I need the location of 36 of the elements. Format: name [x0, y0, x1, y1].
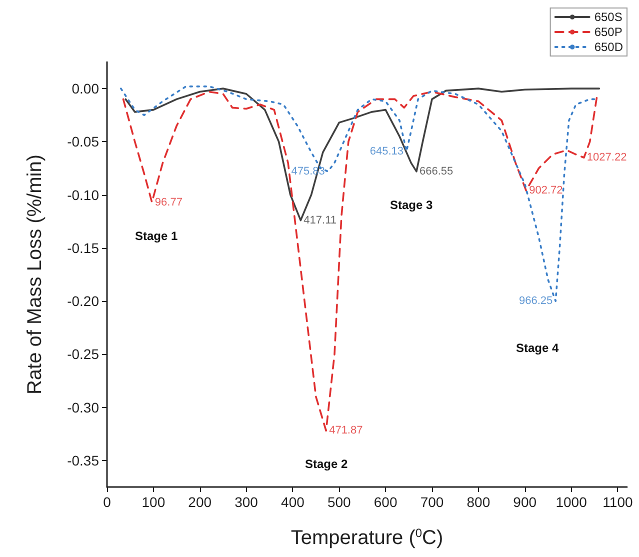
y-tick-label: -0.05 [67, 134, 100, 150]
x-tick-label: 200 [188, 494, 212, 510]
annotation: Stage 2 [305, 457, 348, 471]
x-tick-label: 800 [466, 494, 490, 510]
x-tick-label: 600 [374, 494, 398, 510]
annotation: 1027.22 [586, 152, 627, 164]
legend-label: 650D [594, 40, 624, 54]
y-tick-label: -0.10 [67, 186, 100, 203]
x-tick-label: 700 [420, 494, 444, 510]
y-tick-label: -0.35 [67, 452, 100, 468]
y-tick-label: -0.25 [67, 346, 100, 362]
annotation: 902.72 [529, 184, 563, 197]
annotation: 471.87 [329, 424, 363, 437]
x-tick-label: 1000 [556, 494, 588, 510]
x-tick-label: 500 [327, 494, 352, 510]
annotation: Stage 1 [135, 229, 178, 243]
annotation: Stage 3 [390, 198, 434, 212]
annotation: 966.25 [518, 295, 553, 308]
legend-label: 650S [594, 10, 622, 24]
annotation: 666.55 [419, 165, 454, 178]
y-axis-title: Rate of Mass Loss (%/min) [24, 154, 46, 395]
y-tick-label: -0.15 [67, 240, 100, 256]
annotation: 417.11 [304, 214, 336, 226]
x-tick-label: 300 [234, 494, 258, 510]
annotation: 645.13 [370, 145, 404, 158]
annotation: Stage 4 [516, 341, 560, 355]
y-tick-label: -0.20 [67, 293, 100, 310]
x-tick-label: 0 [103, 494, 112, 510]
x-tick-label: 900 [513, 494, 537, 510]
annotation: 96.77 [154, 196, 182, 208]
x-tick-label: 100 [142, 494, 166, 510]
x-tick-label: 400 [281, 494, 305, 510]
y-tick-label: -0.30 [67, 399, 100, 416]
legend-label: 650P [594, 25, 622, 39]
x-tick-label: 1100 [602, 494, 633, 510]
y-tick-label: 0.00 [72, 80, 100, 97]
